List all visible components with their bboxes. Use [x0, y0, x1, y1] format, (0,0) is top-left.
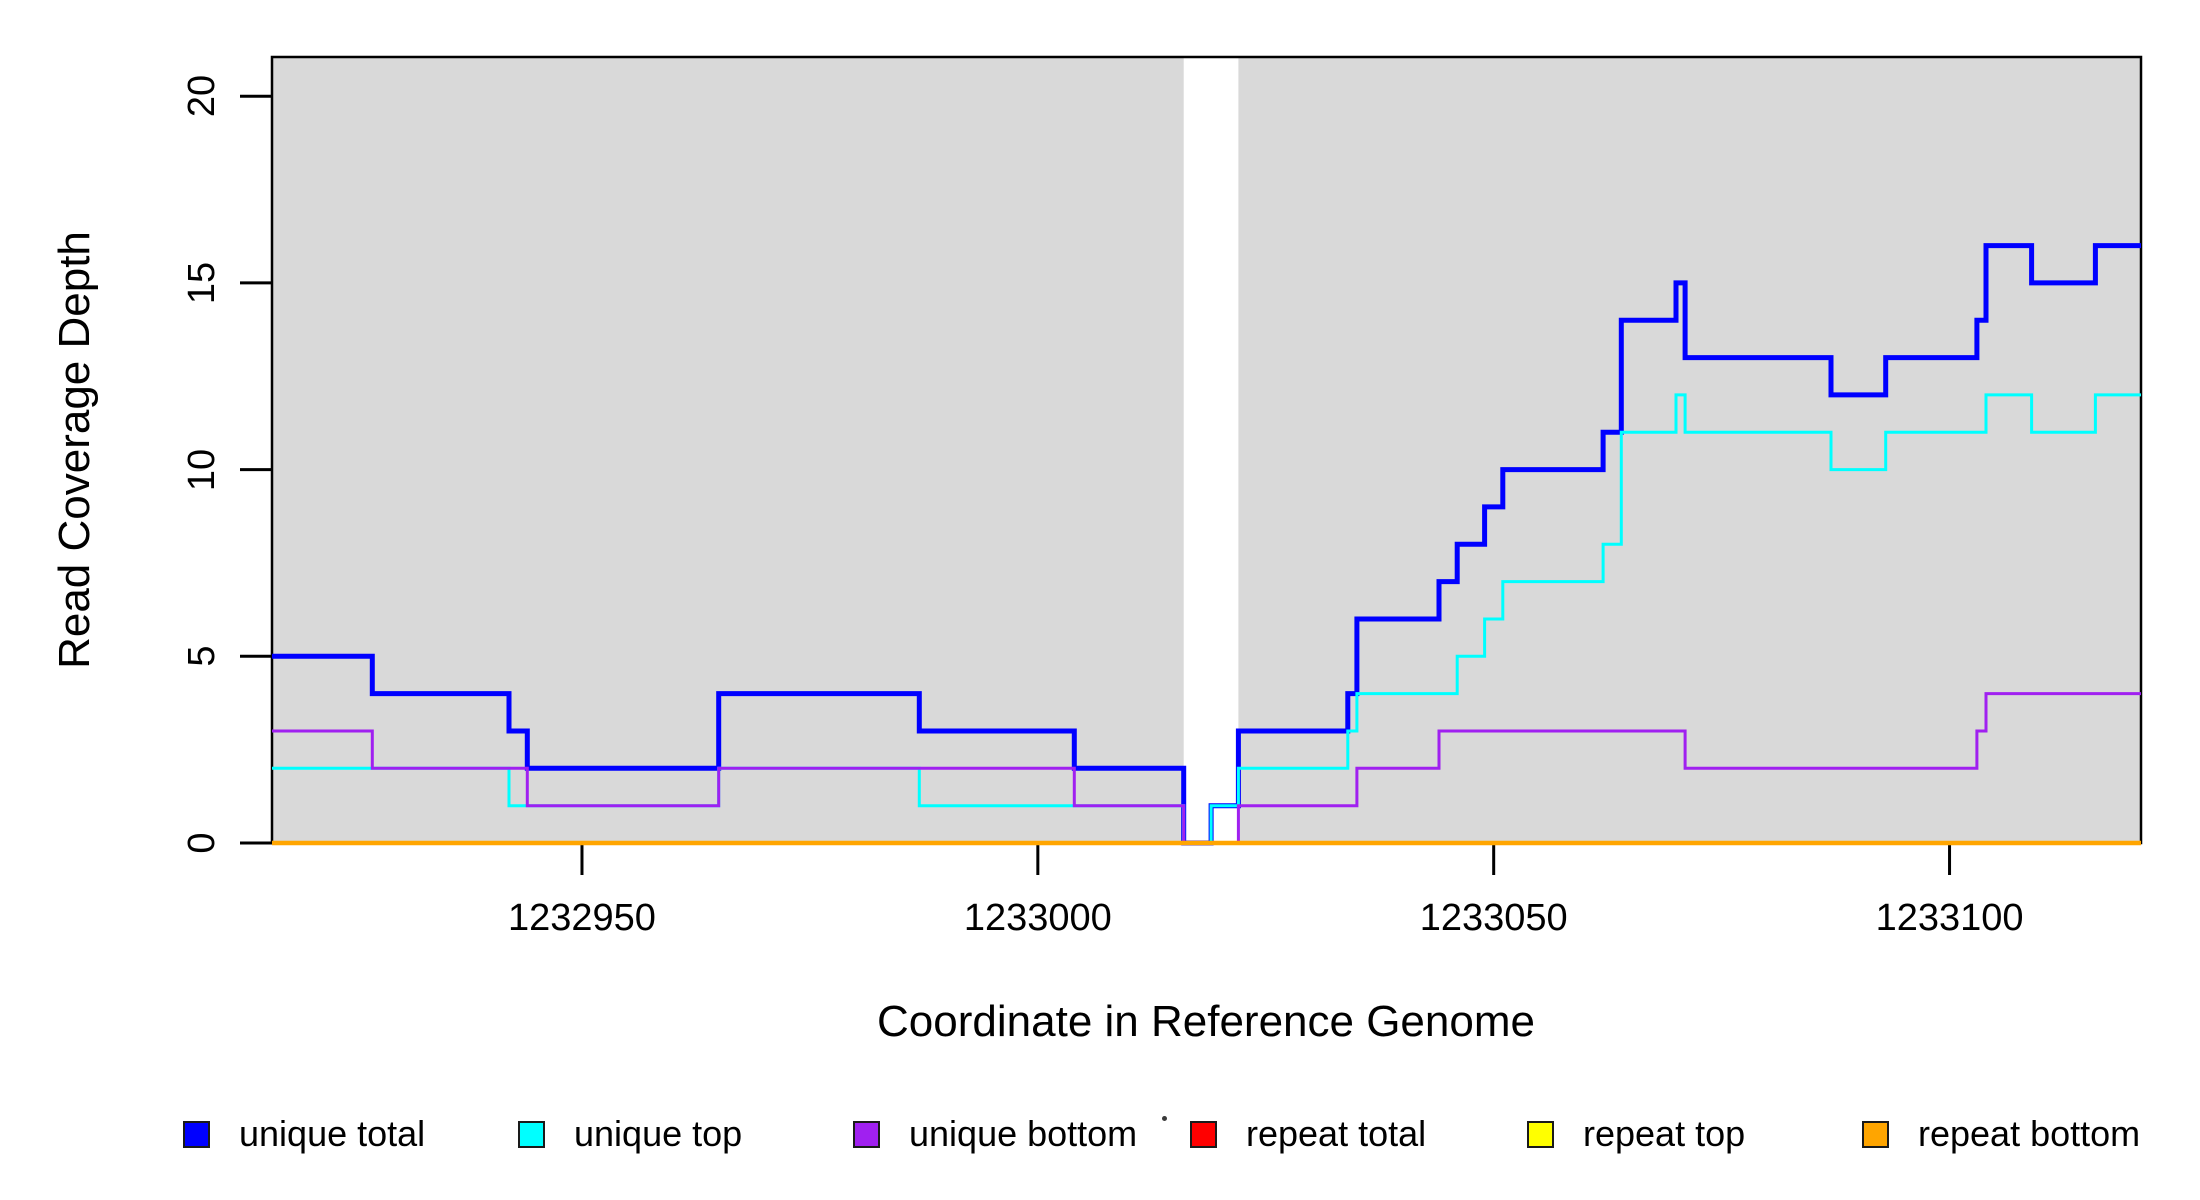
legend-label: repeat bottom	[1918, 1113, 2141, 1154]
plot-background-region	[1238, 57, 2141, 843]
legend-swatch-icon	[518, 1120, 545, 1148]
stray-dot	[1162, 1116, 1167, 1121]
legend-swatch-icon	[1862, 1120, 1889, 1148]
y-tick-label: 20	[181, 75, 223, 118]
y-tick-label: 5	[181, 645, 223, 667]
x-axis-title: Coordinate in Reference Genome	[877, 997, 1535, 1046]
legend-swatch-icon	[1190, 1120, 1217, 1148]
x-tick-label: 1233050	[1419, 897, 1568, 939]
legend-item-unique-bottom: unique bottom	[853, 1113, 1138, 1154]
y-tick-label: 10	[181, 448, 223, 491]
x-tick-label: 1232950	[508, 897, 656, 939]
legend-swatch-icon	[853, 1120, 880, 1148]
legend-item-unique-top: unique top	[518, 1113, 743, 1154]
plot-background-region	[272, 57, 1184, 843]
y-axis-title: Read Coverage Depth	[50, 231, 99, 669]
series-line-unique-bottom	[272, 692, 2141, 845]
legend-label: unique total	[239, 1113, 426, 1154]
legend-label: unique top	[574, 1113, 743, 1154]
legend-swatch-icon	[183, 1120, 210, 1148]
x-tick-label: 1233000	[963, 897, 1112, 939]
legend-item-unique-total: unique total	[183, 1113, 426, 1154]
legend-item-repeat-bottom: repeat bottom	[1862, 1113, 2141, 1154]
legend-label: repeat top	[1583, 1113, 1746, 1154]
legend-item-repeat-total: repeat total	[1190, 1113, 1427, 1154]
legend-label: unique bottom	[909, 1113, 1138, 1154]
x-tick-label: 1233100	[1875, 897, 2024, 939]
legend-item-repeat-top: repeat top	[1527, 1113, 1746, 1154]
y-tick-label: 15	[181, 261, 223, 305]
y-tick-label: 0	[181, 832, 223, 854]
series-line-unique-total	[272, 243, 2141, 846]
legend-label: repeat total	[1246, 1113, 1427, 1154]
legend-swatch-icon	[1527, 1120, 1554, 1148]
